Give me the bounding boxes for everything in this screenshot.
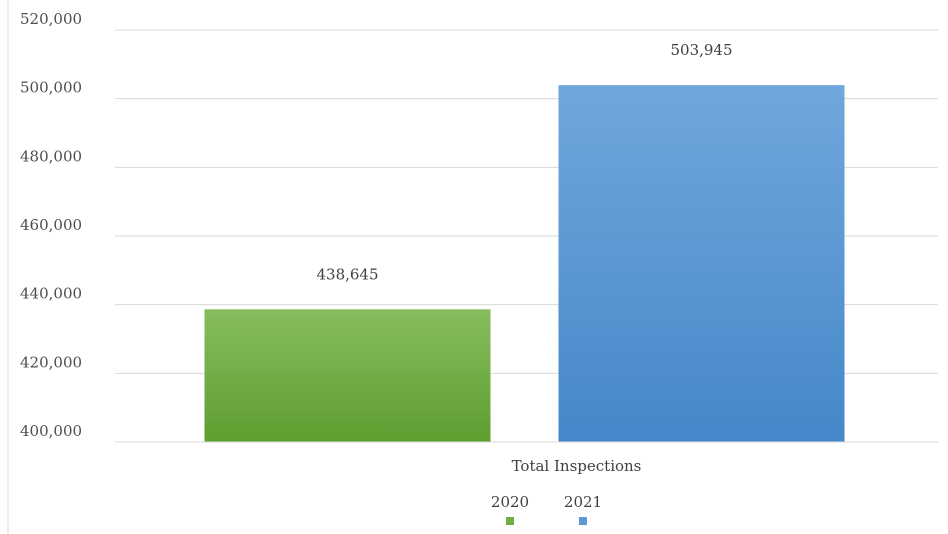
bars — [204, 85, 845, 443]
y-tick-label: 500,000 — [20, 79, 82, 97]
y-tick-label: 420,000 — [20, 353, 82, 371]
legend-swatch-2021 — [579, 517, 587, 525]
legend-label-2021: 2021 — [564, 493, 602, 511]
data-label-2021: 503,945 — [670, 41, 732, 59]
bar-2021 — [558, 85, 845, 443]
legend-swatch-2020 — [506, 517, 514, 525]
legend-label-2020: 2020 — [491, 493, 529, 511]
bar-2020 — [204, 309, 491, 442]
y-tick-label: 520,000 — [20, 10, 82, 28]
x-axis: Total Inspections — [115, 441, 938, 475]
y-tick-label: 480,000 — [20, 147, 82, 165]
category-label: Total Inspections — [512, 457, 642, 475]
y-axis: 400,000 420,000 440,000 460,000 480,000 500,0… — [20, 10, 82, 440]
data-labels: 438,645 503,945 — [316, 41, 732, 283]
y-tick-label: 460,000 — [20, 216, 82, 234]
y-tick-label: 440,000 — [20, 285, 82, 303]
y-tick-label: 400,000 — [20, 422, 82, 440]
legend: 2020 2021 — [491, 493, 602, 525]
data-label-2020: 438,645 — [316, 265, 378, 283]
